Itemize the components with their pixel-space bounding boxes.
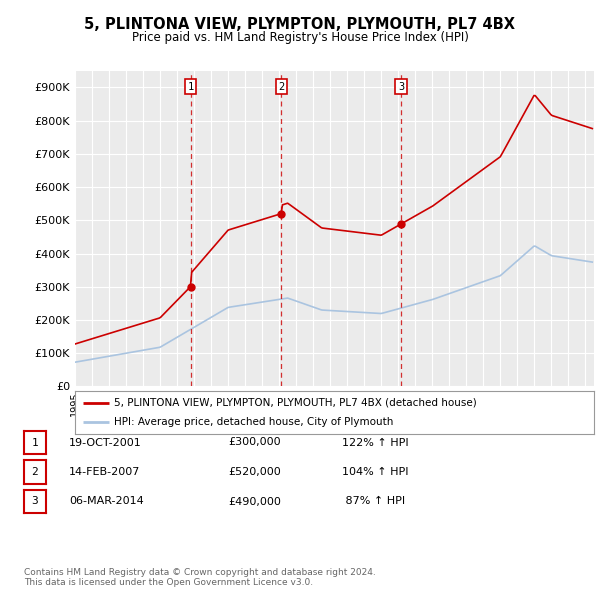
Text: 2: 2 <box>31 467 38 477</box>
Text: 19-OCT-2001: 19-OCT-2001 <box>69 438 142 447</box>
Text: 2: 2 <box>278 82 284 92</box>
Text: 104% ↑ HPI: 104% ↑ HPI <box>342 467 409 477</box>
Text: 87% ↑ HPI: 87% ↑ HPI <box>342 497 405 506</box>
Text: £520,000: £520,000 <box>228 467 281 477</box>
Text: 1: 1 <box>31 438 38 447</box>
Text: 5, PLINTONA VIEW, PLYMPTON, PLYMOUTH, PL7 4BX: 5, PLINTONA VIEW, PLYMPTON, PLYMOUTH, PL… <box>85 17 515 31</box>
Text: 3: 3 <box>398 82 404 92</box>
Text: HPI: Average price, detached house, City of Plymouth: HPI: Average price, detached house, City… <box>114 417 394 427</box>
Text: 5, PLINTONA VIEW, PLYMPTON, PLYMOUTH, PL7 4BX (detached house): 5, PLINTONA VIEW, PLYMPTON, PLYMOUTH, PL… <box>114 398 476 408</box>
Text: 14-FEB-2007: 14-FEB-2007 <box>69 467 140 477</box>
Text: Price paid vs. HM Land Registry's House Price Index (HPI): Price paid vs. HM Land Registry's House … <box>131 31 469 44</box>
Text: 1: 1 <box>188 82 194 92</box>
Text: 06-MAR-2014: 06-MAR-2014 <box>69 497 144 506</box>
Text: £300,000: £300,000 <box>228 438 281 447</box>
Text: 3: 3 <box>31 497 38 506</box>
Text: £490,000: £490,000 <box>228 497 281 506</box>
Text: Contains HM Land Registry data © Crown copyright and database right 2024.
This d: Contains HM Land Registry data © Crown c… <box>24 568 376 587</box>
Text: 122% ↑ HPI: 122% ↑ HPI <box>342 438 409 447</box>
